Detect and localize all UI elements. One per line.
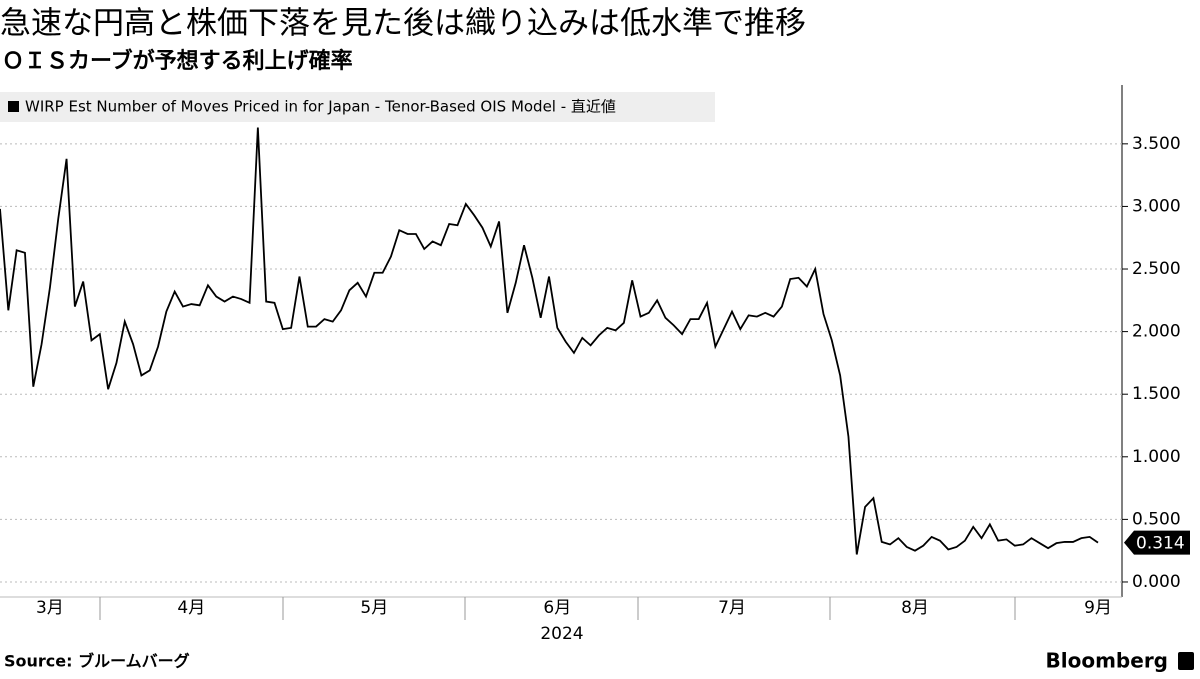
y-tick-label: 0.500: [1132, 509, 1181, 529]
y-tick-label: 2.000: [1132, 322, 1181, 342]
x-tick-label: 5月: [360, 598, 388, 618]
x-tick-label: 3月: [36, 598, 64, 618]
chart-title: 急速な円高と株価下落を見た後は織り込みは低水準で推移: [0, 6, 806, 42]
legend-box: [0, 92, 715, 122]
y-tick-label: 1.000: [1132, 447, 1181, 467]
legend-label: WIRP Est Number of Moves Priced in for J…: [25, 98, 616, 116]
x-tick-label: 6月: [543, 598, 571, 618]
chart-subtitle: ＯＩＳカーブが予想する利上げ確率: [2, 48, 353, 74]
source: Source: ブルームバーグ: [4, 652, 190, 671]
x-tick-label: 4月: [177, 598, 205, 618]
y-tick-label: 3.500: [1132, 134, 1181, 154]
brand: Bloomberg: [1046, 649, 1168, 673]
y-tick-label: 3.000: [1132, 196, 1181, 216]
x-tick-label: 9月: [1084, 598, 1112, 618]
brand-icon: [1178, 652, 1194, 670]
y-tick-label: 0.000: [1132, 572, 1181, 592]
x-tick-label: 8月: [901, 598, 929, 618]
last-value-label: 0.314: [1136, 534, 1185, 554]
month-separators: [99, 597, 1016, 620]
y-tick-label: 2.500: [1132, 259, 1181, 279]
legend-swatch: [8, 101, 19, 112]
last-value-tag: [1124, 530, 1190, 555]
line: [0, 127, 1099, 555]
x-axis-label: 2024: [540, 624, 583, 644]
y-tick-label: 1.500: [1132, 384, 1181, 404]
x-tick-label: 7月: [718, 598, 746, 618]
